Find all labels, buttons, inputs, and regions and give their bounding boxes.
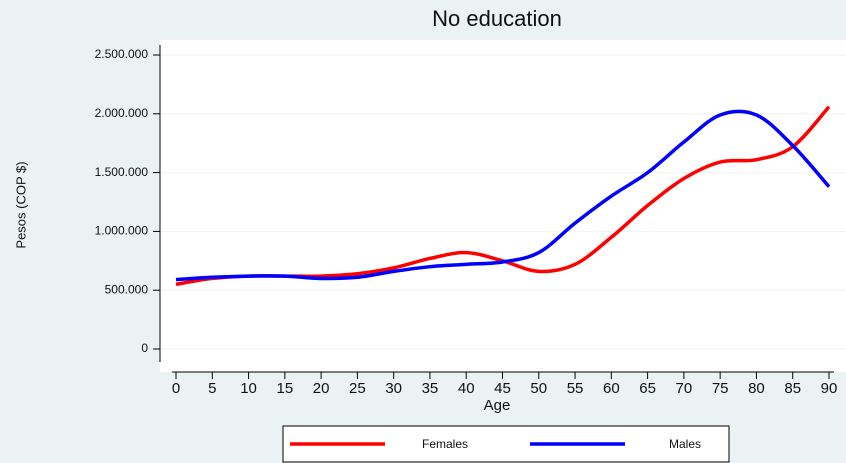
y-tick-label: 2.000.000	[95, 106, 149, 120]
x-tick-label: 20	[313, 380, 330, 397]
line	[175, 109, 831, 282]
x-tick-label: 85	[784, 380, 801, 397]
y-tick-label: 500.000	[105, 282, 149, 296]
x-tick-label: 90	[821, 380, 838, 397]
x-tick-label: 70	[676, 380, 693, 397]
x-tick-label: 45	[494, 380, 511, 397]
x-tick-label: 25	[349, 380, 366, 397]
x-tick-label: 65	[639, 380, 656, 397]
x-tick-label: 80	[748, 380, 765, 397]
x-tick-label: 5	[208, 380, 216, 397]
x-tick-label: 15	[276, 380, 293, 397]
x-tick-label: 50	[530, 380, 547, 397]
y-tick-label: 2.500.000	[95, 47, 149, 61]
y-tick-label: 1.000.000	[95, 224, 149, 238]
plot-area	[160, 40, 846, 372]
y-tick-label: 0	[141, 341, 148, 355]
legend-label: Males	[669, 437, 701, 451]
chart-title: No education	[432, 6, 562, 31]
legend-label: Females	[422, 437, 468, 451]
x-tick-label: 40	[458, 380, 475, 397]
x-tick-label: 35	[422, 380, 439, 397]
y-axis-title: Pesos (COP $)	[13, 161, 28, 248]
x-tick-label: 60	[603, 380, 620, 397]
y-tick-label: 1.500.000	[95, 165, 149, 179]
x-tick-label: 30	[385, 380, 402, 397]
x-axis-title: Age	[484, 397, 511, 414]
x-tick-label: 0	[172, 380, 180, 397]
x-tick-label: 10	[240, 380, 257, 397]
x-tick-label: 75	[712, 380, 729, 397]
x-tick-label: 55	[567, 380, 584, 397]
